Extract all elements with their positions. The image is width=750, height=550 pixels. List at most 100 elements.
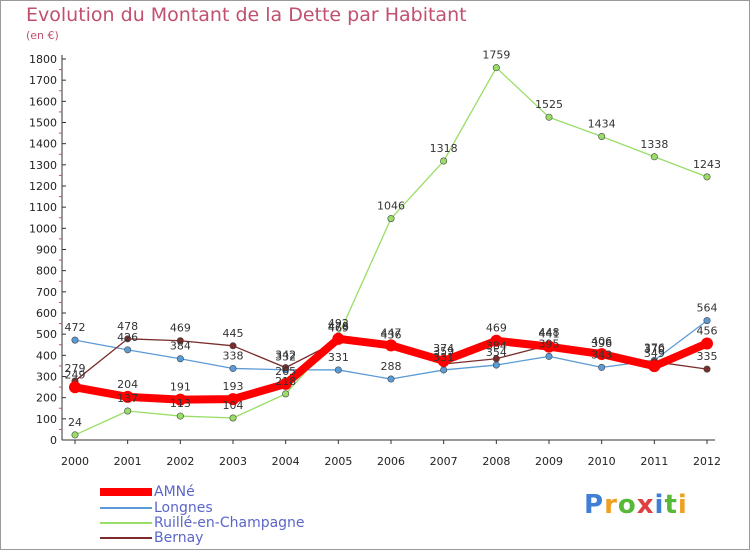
data-label: 204 [117,378,138,391]
data-point [437,354,450,367]
x-tick-label: 2002 [166,455,194,468]
data-point [440,157,448,165]
legend-label: AMNé [154,484,195,500]
logo-letter: t [664,490,678,520]
data-point [229,364,237,372]
x-tick-label: 2010 [588,455,616,468]
data-label: 354 [486,346,507,359]
data-point [385,339,397,352]
data-point [227,393,239,406]
data-label: 370 [644,343,665,356]
data-label: 448 [539,326,560,339]
data-label: 376 [644,341,665,354]
x-tick-label: 2003 [219,455,247,468]
data-point [124,407,132,415]
y-tick-label: 900 [36,244,57,257]
data-point [387,375,395,383]
legend-label: Bernay [154,530,204,546]
y-tick-label: 600 [36,307,57,320]
y-tick-label: 1600 [29,95,57,108]
data-label: 374 [433,342,454,355]
data-label: 396 [591,337,612,350]
legend-swatch [100,537,152,539]
data-label: 359 [433,345,454,358]
y-tick-label: 400 [36,349,57,362]
x-tick-label: 2004 [272,455,300,468]
data-label: 335 [697,350,718,363]
data-point [650,153,658,161]
data-label: 384 [170,340,191,353]
data-label: 1046 [377,200,405,213]
y-tick-label: 1800 [29,53,57,66]
data-point [229,414,237,422]
legend-label: Ruillé-en-Champagne [154,515,305,531]
legend-swatch [100,507,152,509]
data-point [703,317,711,325]
data-label: 1318 [430,142,458,155]
data-label: 218 [275,375,296,388]
data-point [124,335,132,343]
data-point [124,346,132,354]
logo-letter: x [636,490,655,520]
data-point [545,113,553,121]
data-point [598,132,606,140]
proxiti-logo: Proxiti [584,490,688,520]
data-label: 1434 [588,117,616,130]
logo-letter: o [617,490,637,520]
logo-letter: P [584,490,605,520]
data-point [121,390,134,403]
data-label: 338 [223,349,244,362]
legend-swatch [100,522,152,524]
data-label: 395 [539,337,560,350]
x-tick-label: 2001 [114,455,142,468]
y-tick-label: 700 [36,286,57,299]
data-label: 406 [591,335,612,348]
data-label: 349 [644,347,665,360]
data-label: 331 [433,351,454,364]
data-label: 342 [275,349,296,362]
data-point [492,355,500,363]
x-tick-label: 2009 [535,455,563,468]
y-tick-label: 1200 [29,180,57,193]
x-tick-label: 2011 [640,455,668,468]
data-label: 469 [170,322,191,335]
data-point [595,348,608,361]
data-label: 445 [223,327,244,340]
data-label: 1338 [640,138,668,151]
data-label: 24 [68,416,82,429]
data-point [282,364,290,372]
y-tick-label: 1500 [29,117,57,130]
data-point [176,337,184,345]
data-point [71,336,79,344]
data-point [492,361,500,369]
data-point [440,366,448,374]
data-point [176,412,184,420]
data-label: 469 [328,322,349,335]
data-label: 104 [223,399,244,412]
data-label: 265 [275,365,296,378]
data-point [282,390,290,398]
legend-swatch [100,488,152,496]
y-tick-label: 500 [36,328,57,341]
data-label: 441 [539,328,560,341]
data-label: 469 [486,322,507,335]
data-label: 384 [486,340,507,353]
y-tick-label: 1400 [29,138,57,151]
logo-letter: r [604,490,618,520]
data-label: 249 [65,368,86,381]
data-point [598,363,606,371]
data-label: 478 [328,320,349,333]
data-label: 472 [65,321,86,334]
data-point [545,352,553,360]
data-label: 113 [170,397,191,410]
x-tick-label: 2007 [430,455,458,468]
data-label: 456 [697,324,718,337]
data-label: 436 [381,329,402,342]
y-tick-label: 800 [36,265,57,278]
chart-title: Evolution du Montant de la Dette par Hab… [26,4,467,26]
data-point [332,332,345,345]
data-point [229,342,237,350]
logo-letter: i [654,490,665,520]
